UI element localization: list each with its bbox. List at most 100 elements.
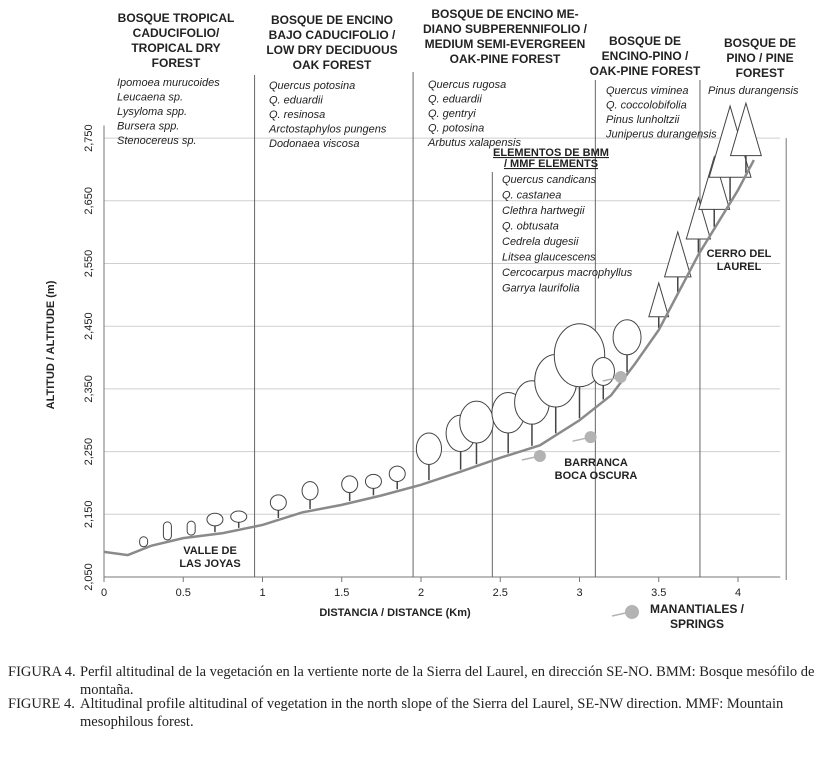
species: Q. eduardii	[269, 95, 323, 107]
y-axis-label: ALTITUD / ALTITUDE (m)	[45, 280, 57, 409]
zone-title: ENCINO-PINO /	[602, 49, 689, 63]
species: Pinus lunholtzii	[606, 114, 680, 126]
zone-title: OAK FOREST	[293, 58, 372, 72]
spring	[614, 370, 627, 383]
x-tick-label: 4	[735, 587, 741, 599]
tree-crown	[269, 494, 287, 511]
pine-crown	[729, 101, 762, 157]
species: Arbutus xalapensis	[427, 137, 521, 149]
zone-title: BOSQUE DE ENCINO	[271, 13, 393, 27]
species: Q. obtusata	[502, 221, 559, 233]
x-axis-label: DISTANCIA / DISTANCE (Km)	[319, 607, 471, 619]
caption: FIGURE 4. Altitudinal profile altitudinal…	[8, 695, 832, 731]
place-label: LAUREL	[717, 261, 762, 273]
species: Q. potosina	[428, 123, 484, 135]
legend-label: MANANTIALES /	[650, 602, 745, 616]
cactus	[186, 520, 196, 536]
zone-title: BOSQUE DE ENCINO ME-	[431, 7, 578, 21]
species: Quercus potosina	[269, 80, 355, 92]
x-tick-label: 0.5	[176, 587, 191, 599]
mmf-title: ELEMENTOS DE BMM	[493, 147, 609, 159]
legend-label: SPRINGS	[670, 617, 724, 631]
place-label: BARRANCA	[564, 457, 628, 469]
zone-title: LOW DRY DECIDUOUS	[266, 43, 397, 57]
y-tick-label: 2,750	[83, 124, 95, 152]
species: Litsea glaucescens	[502, 252, 596, 264]
place-label: LAS JOYAS	[179, 558, 240, 570]
tree-crown	[459, 400, 494, 444]
species: Lysyloma spp.	[117, 106, 187, 118]
pine-crown	[663, 230, 692, 278]
zone-title: MEDIUM SEMI-EVERGREEN	[425, 37, 586, 51]
place-label: CERRO DEL	[707, 248, 772, 260]
tree-crown	[301, 481, 319, 501]
species: Clethra hartwegii	[502, 205, 585, 217]
species: Ipomoea murucoides	[117, 77, 220, 89]
tree-crown	[612, 319, 642, 356]
species: Leucaena sp.	[117, 92, 183, 104]
x-tick-label: 2	[418, 587, 424, 599]
caption: FIGURA 4. Perfil altitudinal de la vegeta…	[8, 663, 832, 699]
zone-title: BAJO CADUCIFOLIO /	[269, 28, 396, 42]
spring	[584, 431, 597, 444]
mmf-title: / MMF ELEMENTS	[504, 158, 598, 170]
tree-crown	[415, 432, 443, 465]
species: Q. castanea	[502, 190, 561, 202]
y-tick-label: 2,250	[83, 438, 95, 466]
zone-title: CADUCIFOLIO/	[133, 26, 220, 40]
zone-title: BOSQUE DE	[609, 34, 681, 48]
species: Arctostaphylos pungens	[268, 124, 387, 136]
y-tick-label: 2,150	[83, 501, 95, 529]
y-tick-label: 2,050	[83, 563, 95, 591]
figure: 2,050 2,150 2,250 2,350 2,450 2,550 2,650 2,750…	[45, 7, 799, 631]
x-tick-label: 0	[101, 587, 107, 599]
tree-crown	[341, 475, 359, 494]
x-tick-label: 1.5	[334, 587, 349, 599]
cactus	[139, 536, 149, 548]
tree-crown	[206, 512, 224, 527]
species: Quercus rugosa	[428, 79, 506, 91]
zone-title: FOREST	[736, 66, 785, 80]
species: Bursera spp.	[117, 121, 179, 133]
species: Dodonaea viscosa	[269, 138, 360, 150]
zone-title: BOSQUE DE	[724, 36, 796, 50]
species: Cercocarpus macrophyllus	[502, 267, 633, 279]
y-tick-label: 2,350	[83, 375, 95, 403]
tree-crown	[364, 473, 382, 489]
species: Pinus durangensis	[708, 85, 799, 97]
species: Quercus candicans	[502, 174, 597, 186]
pine-crown	[698, 155, 731, 210]
species: Q. resinosa	[269, 109, 325, 121]
species: Cedrela dugesii	[502, 236, 579, 248]
legend-marker	[625, 605, 639, 619]
species: Juniperus durangensis	[605, 129, 717, 141]
place-label: BOCA OSCURA	[555, 470, 638, 482]
species: Garrya laurifolia	[502, 283, 580, 295]
y-tick-label: 2,650	[83, 187, 95, 215]
x-tick-label: 3.5	[651, 587, 666, 599]
y-tick-label: 2,550	[83, 250, 95, 278]
x-tick-label: 2.5	[493, 587, 508, 599]
y-tick-label: 2,450	[83, 312, 95, 340]
zone-title: OAK-PINE FOREST	[450, 52, 561, 66]
species: Q. gentryi	[428, 108, 476, 120]
zone-title: TROPICAL DRY	[131, 41, 220, 55]
species: Stenocereus sp.	[117, 135, 197, 147]
tree-crown	[230, 510, 248, 523]
x-tick-label: 1	[259, 587, 265, 599]
spring	[533, 449, 546, 462]
zone-title: OAK-PINE FOREST	[590, 64, 701, 78]
species: Q. eduardii	[428, 94, 482, 106]
caption-label: FIGURE 4.	[8, 696, 75, 712]
zone-title: FOREST	[152, 56, 201, 70]
species: Q. coccolobifolia	[606, 100, 687, 112]
cactus	[162, 521, 172, 541]
profile-line	[103, 159, 755, 557]
caption-text: Perfil altitudinal de la vegetación en l…	[80, 664, 815, 698]
pine-crown	[685, 195, 712, 240]
zone-title: DIANO SUBPERENNIFOLIO /	[423, 22, 588, 36]
place-label: VALLE DE	[183, 545, 237, 557]
tree-crown	[591, 356, 615, 386]
species: Quercus viminea	[606, 85, 689, 97]
